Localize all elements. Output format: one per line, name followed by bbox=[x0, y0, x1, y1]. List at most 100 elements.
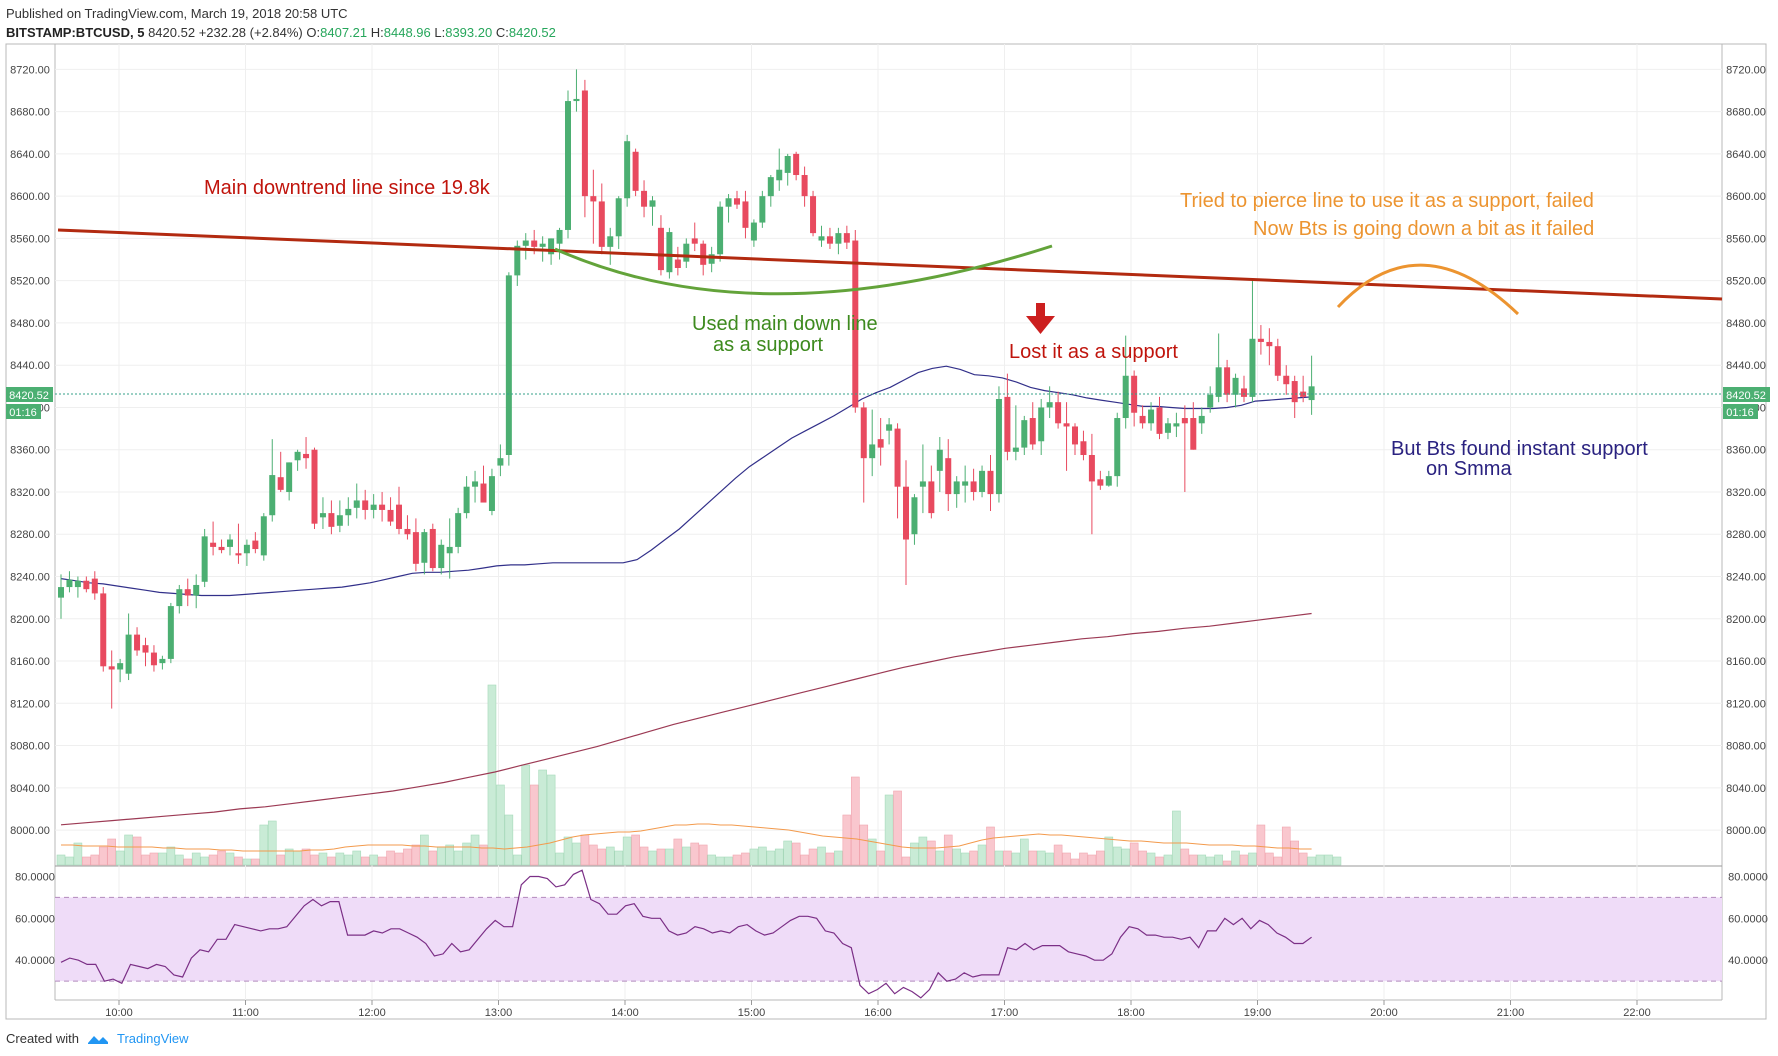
price-axis[interactable]: 8720.00 8720.00 8680.00 8680.00 8640.00 8640.… bbox=[10, 64, 1766, 837]
candle-body bbox=[218, 546, 225, 551]
volume-bar bbox=[656, 848, 666, 866]
volume-bar bbox=[124, 834, 133, 866]
volume-bar bbox=[969, 850, 978, 866]
candle-body bbox=[810, 196, 817, 234]
price-tick-left: 8080.00 bbox=[10, 741, 50, 753]
candle-body bbox=[556, 229, 563, 244]
candle-body bbox=[243, 544, 250, 554]
price-tick-left: 8680.00 bbox=[10, 107, 50, 119]
volume-bar bbox=[496, 784, 505, 866]
chart-frame bbox=[5, 43, 1767, 1020]
candle-body bbox=[573, 98, 580, 102]
candle-body bbox=[1156, 407, 1163, 434]
rsi-tick-right: 60.0000 bbox=[1728, 913, 1768, 925]
svg-text:8420.52: 8420.52 bbox=[9, 390, 49, 402]
symbol-label[interactable]: BITSTAMP:BTCUSD, 5 bbox=[6, 25, 145, 40]
candle-body bbox=[674, 259, 681, 268]
price-tick-left: 8440.00 bbox=[10, 360, 50, 372]
volume-bar bbox=[673, 838, 683, 866]
price-tick-left: 8520.00 bbox=[10, 276, 50, 288]
candle-body bbox=[1241, 388, 1247, 397]
last-price: 8420.52 bbox=[148, 25, 196, 40]
candle-body bbox=[472, 481, 479, 487]
volume-bar bbox=[1062, 852, 1071, 866]
volume-bar bbox=[335, 852, 345, 866]
candle-body bbox=[319, 513, 326, 518]
volume-bar bbox=[98, 846, 108, 866]
volume-bar bbox=[631, 834, 640, 866]
volume-bar bbox=[1256, 824, 1266, 866]
tradingview-brand[interactable]: TradingView bbox=[116, 1031, 189, 1046]
candle-body bbox=[607, 236, 614, 247]
candle-body bbox=[1308, 386, 1315, 401]
candle-body bbox=[505, 275, 512, 455]
volume-bar bbox=[1146, 852, 1156, 866]
volume-bar bbox=[1003, 850, 1012, 866]
volume-bar bbox=[1324, 854, 1333, 866]
volume-ma-line bbox=[61, 823, 1312, 852]
support-annotation-line2: as a support bbox=[713, 334, 824, 356]
volume-bar bbox=[690, 842, 700, 866]
candle-body bbox=[624, 141, 631, 199]
downtrend-line[interactable] bbox=[57, 228, 1723, 301]
candle-body bbox=[379, 504, 386, 510]
volume-bar bbox=[141, 854, 150, 866]
volume-bar bbox=[681, 846, 691, 866]
candle-body bbox=[480, 483, 487, 503]
candle-body bbox=[1181, 418, 1188, 424]
volume-bar bbox=[901, 856, 911, 866]
volume-bar bbox=[234, 856, 243, 866]
published-line: Published on TradingView.com, March 19, … bbox=[6, 6, 348, 21]
support-annotation-line1: Used main down line bbox=[692, 313, 878, 335]
volume-bar bbox=[242, 858, 252, 866]
price-tick-left: 8240.00 bbox=[10, 572, 50, 584]
candle-body bbox=[370, 504, 377, 510]
rsi-tick-left: 40.0000 bbox=[15, 955, 55, 967]
time-tick-label: 22:00 bbox=[1623, 1007, 1651, 1019]
price-tick-left: 8280.00 bbox=[10, 529, 50, 541]
volume-bar bbox=[343, 854, 353, 866]
time-axis[interactable]: 10:00 11:00 12:00 13:00 14:00 15:00 16:00 17:00… bbox=[105, 1000, 1651, 1019]
volume-bar bbox=[377, 856, 387, 866]
support-arc[interactable] bbox=[554, 244, 1053, 296]
volume-bar bbox=[724, 856, 733, 866]
volume-bar bbox=[935, 850, 945, 866]
volume-bar bbox=[386, 850, 395, 866]
volume-bar bbox=[1281, 826, 1291, 866]
time-tick-label: 21:00 bbox=[1497, 1007, 1525, 1019]
candle-body bbox=[649, 200, 656, 207]
candle-body bbox=[1198, 415, 1205, 424]
candle-body bbox=[894, 428, 901, 487]
candle-body bbox=[134, 634, 141, 651]
volume-bar bbox=[479, 844, 488, 866]
volume-bar bbox=[1222, 860, 1232, 866]
candle-body bbox=[657, 227, 664, 271]
candle-body bbox=[159, 658, 166, 664]
low-label: L: bbox=[434, 25, 446, 40]
pierce-arc[interactable] bbox=[1336, 263, 1520, 316]
candle-body bbox=[911, 497, 918, 535]
close-label: C: bbox=[495, 25, 509, 40]
candle-body bbox=[962, 481, 969, 486]
candle-body bbox=[767, 177, 774, 197]
volume-bar bbox=[707, 854, 716, 866]
candle-body bbox=[1063, 423, 1070, 427]
price-tick-right: 8200.00 bbox=[1726, 614, 1766, 626]
candle-body bbox=[531, 240, 538, 247]
volume-bar bbox=[301, 848, 311, 866]
candlesticks bbox=[58, 69, 1315, 709]
volume-bar bbox=[783, 840, 793, 866]
volume-bar bbox=[200, 856, 209, 866]
volume-bar bbox=[1189, 854, 1198, 866]
candle-body bbox=[818, 236, 825, 241]
volume-bar bbox=[191, 852, 201, 866]
rsi-pane: 80.0000 80.0000 60.0000 60.0000 40.0000 40.00… bbox=[15, 869, 1768, 999]
candle-body bbox=[1131, 375, 1138, 413]
candle-body bbox=[1080, 441, 1087, 455]
price-tick-left: 8000.00 bbox=[10, 825, 50, 837]
price-tick-right: 8600.00 bbox=[1726, 191, 1766, 203]
volume-bar bbox=[115, 850, 125, 866]
price-tick-right: 8040.00 bbox=[1726, 783, 1766, 795]
volume-bar bbox=[183, 858, 193, 866]
